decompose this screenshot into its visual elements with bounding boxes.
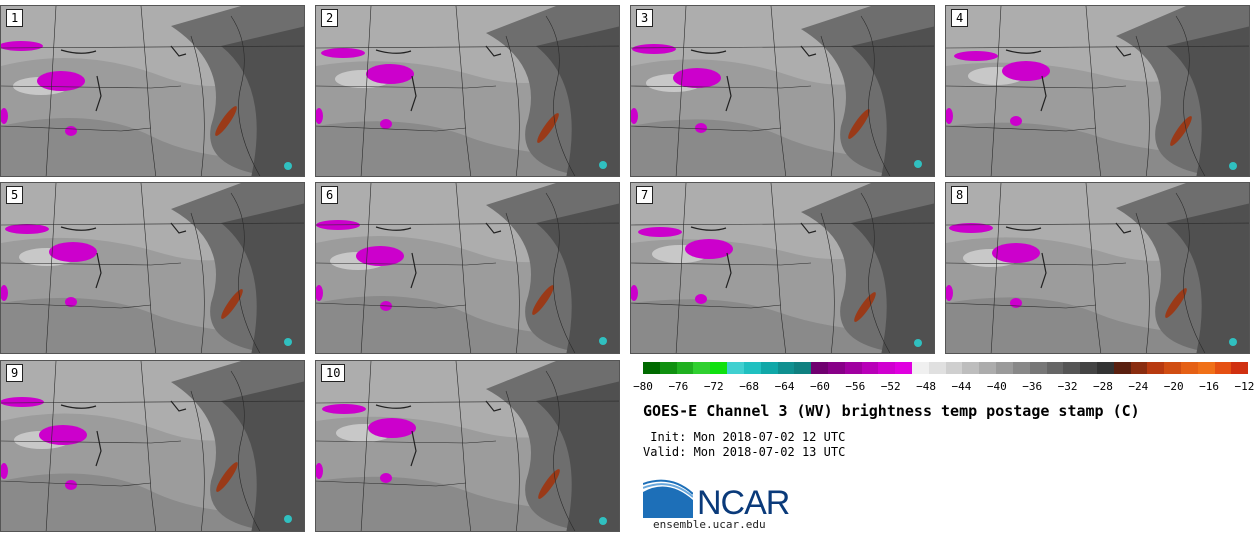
colorbar-tick-label: −48 (916, 380, 936, 393)
colorbar-tick-labels: −80 −76 −72 −68 −64 −60 −56 −52 −48 −44 −40 −36 −32 −… (633, 380, 1254, 394)
colorbar-tick-label: −64 (774, 380, 795, 393)
colorbar-bin-27 (1096, 362, 1114, 374)
panel-number-label: 1 (6, 9, 24, 27)
valid-time: Valid: Mon 2018-07-02 13 UTC (643, 445, 846, 459)
colorbar-bin-25 (1063, 362, 1081, 374)
panel-number-label: 10 (321, 364, 346, 382)
wv-field-map (946, 6, 1249, 176)
colorbar-bin-13 (861, 362, 879, 374)
colorbar-tick-label: −12 (1234, 380, 1255, 393)
stamp-panel: 8 (945, 182, 1250, 354)
panel-number-label: 5 (6, 186, 24, 204)
panel-number-label: 2 (321, 9, 339, 27)
stamp-panel: 4 (945, 5, 1250, 177)
colorbar-tick-label: −80 (633, 380, 653, 393)
colorbar-bin-11 (827, 362, 845, 374)
stamp-panel: 1 (0, 5, 305, 177)
init-time: Init: Mon 2018-07-02 12 UTC (643, 430, 846, 444)
colorbar-tick-label: −56 (845, 380, 866, 393)
colorbar-bin-33 (1197, 362, 1215, 374)
panel-number-label: 3 (636, 9, 654, 27)
colorbar-bin-6 (743, 362, 761, 374)
colorbar-tick-label: −44 (951, 380, 972, 393)
wv-field-map (316, 361, 619, 531)
wv-field-map (316, 183, 619, 353)
colorbar-bin-0 (643, 362, 660, 374)
colorbar-bin-28 (1113, 362, 1131, 374)
colorbar-tick-label: −16 (1199, 380, 1220, 393)
colorbar-tick-label: −68 (739, 380, 760, 393)
wv-field-map (631, 183, 934, 353)
stamp-panel: 5 (0, 182, 305, 354)
colorbar-bin-29 (1130, 362, 1148, 374)
stamp-panel: 2 (315, 5, 620, 177)
colorbar-bin-7 (760, 362, 778, 374)
stamp-panel: 3 (630, 5, 935, 177)
colorbar-tick-label: −52 (880, 380, 901, 393)
colorbar-bin-3 (693, 362, 711, 374)
panel-number-label: 4 (951, 9, 969, 27)
colorbar-bin-5 (727, 362, 744, 374)
colorbar-bin-16 (912, 362, 929, 374)
colorbar-tick-label: −28 (1093, 380, 1113, 393)
colorbar-bin-14 (878, 362, 896, 374)
colorbar-bin-19 (962, 362, 980, 374)
colorbar-bin-23 (1029, 362, 1047, 374)
panel-number-label: 8 (951, 186, 969, 204)
source-url: ensemble.ucar.edu (653, 518, 766, 531)
colorbar-bin-8 (777, 362, 795, 374)
colorbar-bin-18 (945, 362, 963, 374)
colorbar-bin-31 (1164, 362, 1181, 374)
colorbar-bin-1 (659, 362, 677, 374)
colorbar-bin-24 (1046, 362, 1064, 374)
figure-title: GOES-E Channel 3 (WV) brightness temp po… (643, 402, 1140, 420)
colorbar-bin-26 (1080, 362, 1097, 374)
colorbar (643, 362, 1249, 374)
colorbar-bin-10 (811, 362, 828, 374)
wv-field-map (1, 6, 304, 176)
colorbar-bin-9 (794, 362, 812, 374)
colorbar-bin-21 (996, 362, 1013, 374)
ncar-logo-icon (643, 478, 693, 518)
colorbar-bin-32 (1181, 362, 1198, 374)
colorbar-bin-15 (895, 362, 912, 374)
colorbar-bin-2 (676, 362, 694, 374)
stamp-panel: 6 (315, 182, 620, 354)
wv-field-map (1, 183, 304, 353)
colorbar-bin-20 (979, 362, 997, 374)
colorbar-tick-label: −20 (1163, 380, 1184, 393)
stamp-panel: 7 (630, 182, 935, 354)
panel-number-label: 6 (321, 186, 339, 204)
wv-field-map (631, 6, 934, 176)
wv-field-map (946, 183, 1249, 353)
colorbar-bin-35 (1231, 362, 1249, 374)
colorbar-tick-label: −40 (986, 380, 1007, 393)
stamp-panel: 9 (0, 360, 305, 532)
colorbar-bin-12 (844, 362, 862, 374)
colorbar-tick-label: −24 (1128, 380, 1149, 393)
stamp-panel: 10 (315, 360, 620, 532)
colorbar-bin-17 (928, 362, 946, 374)
colorbar-tick-label: −76 (668, 380, 689, 393)
colorbar-bin-30 (1147, 362, 1165, 374)
ncar-logo-text: NCAR (697, 484, 790, 522)
wv-field-map (316, 6, 619, 176)
panel-number-label: 7 (636, 186, 654, 204)
colorbar-tick-label: −72 (703, 380, 724, 393)
colorbar-bin-4 (710, 362, 728, 374)
panel-number-label: 9 (6, 364, 24, 382)
colorbar-bin-22 (1012, 362, 1030, 374)
wv-field-map (1, 361, 304, 531)
colorbar-tick-label: −36 (1022, 380, 1043, 393)
colorbar-tick-label: −60 (809, 380, 830, 393)
colorbar-bin-34 (1214, 362, 1232, 374)
colorbar-tick-label: −32 (1057, 380, 1078, 393)
